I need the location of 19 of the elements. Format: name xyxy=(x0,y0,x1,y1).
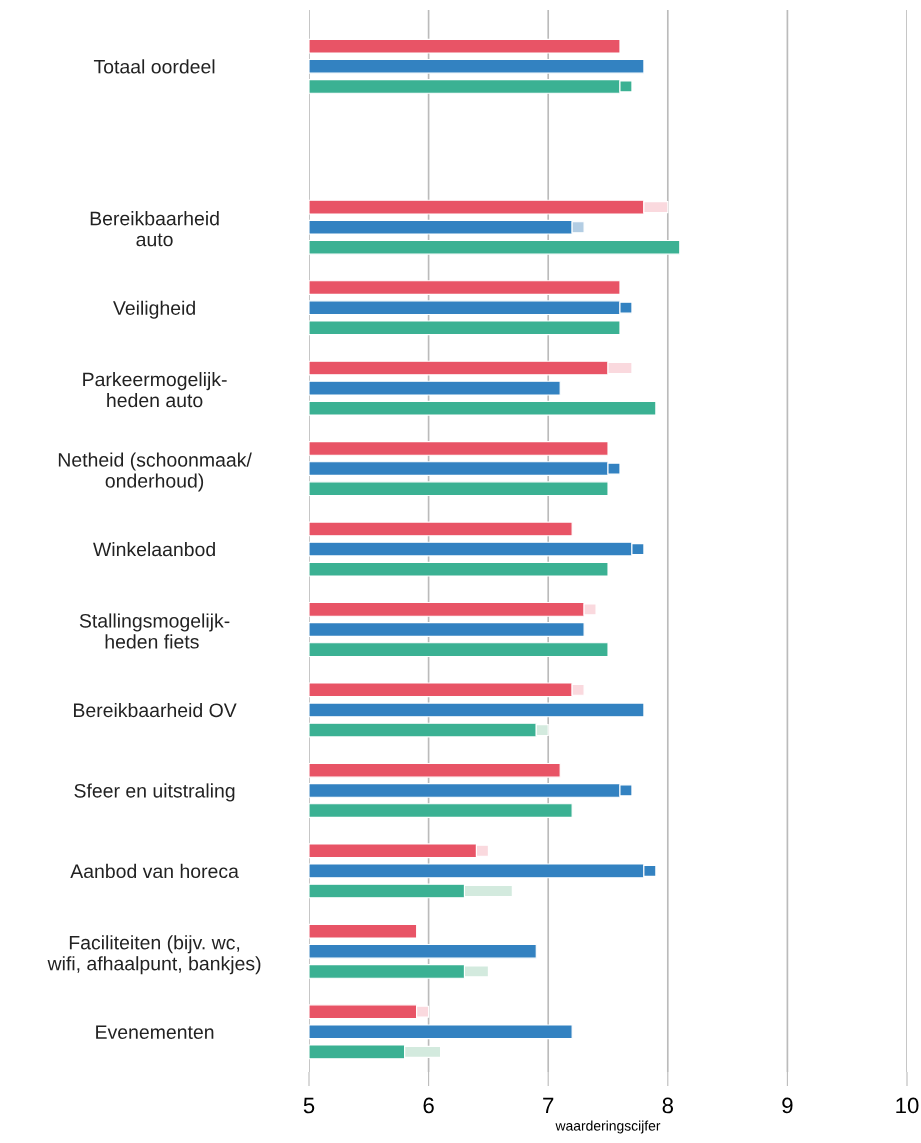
y-tick-label: Veiligheid xyxy=(113,300,195,319)
y-tick-label: Netheid (schoonmaak/ onderhoud) xyxy=(58,452,252,492)
y-tick-label: Stallingsmogelijk- heden fiets xyxy=(79,613,230,649)
y-tick-label: Parkeermogelijk- heden auto xyxy=(83,372,227,408)
x-tick-label: 5 xyxy=(303,1097,315,1114)
x-tick-label: 7 xyxy=(543,1097,554,1114)
x-tick-label: 9 xyxy=(782,1097,793,1114)
x-tick-label: 8 xyxy=(662,1097,674,1114)
y-tick-label: Faciliteiten (bijv. wc, wifi, afhaalpunt, bankjes) xyxy=(47,935,261,975)
y-tick-label: Winkelaanbod xyxy=(93,542,215,557)
x-axis-title: waarderingscijfer xyxy=(555,1120,661,1134)
y-tick-label: Bereikbaarheid OV xyxy=(74,702,237,718)
y-tick-label: Sfeer en uitstraling xyxy=(74,783,235,802)
x-tick-label: 10 xyxy=(896,1097,919,1114)
y-tick-label: Aanbod van horeca xyxy=(70,863,239,879)
y-tick-label: Bereikbaarheid auto xyxy=(90,211,219,247)
y-tick-label: Evenementen xyxy=(96,1025,214,1040)
y-tick-label: Totaal oordeel xyxy=(93,59,215,74)
x-tick-label: 6 xyxy=(423,1097,434,1114)
